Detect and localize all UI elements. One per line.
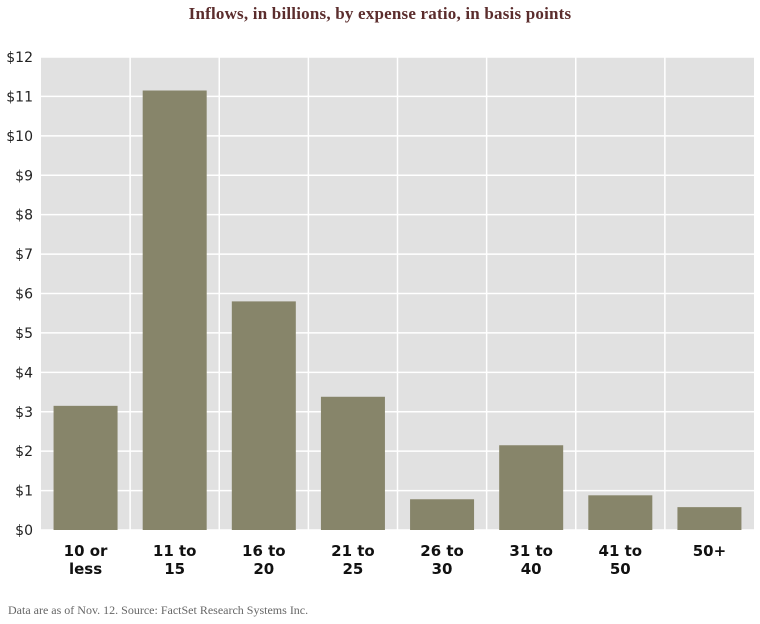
y-tick-label: $11 bbox=[6, 89, 33, 105]
footnote: Data are as of Nov. 12. Source: FactSet … bbox=[8, 603, 309, 617]
y-tick-label: $10 bbox=[6, 129, 33, 145]
y-tick-label: $2 bbox=[15, 444, 33, 460]
x-category-label: 16 to 20 bbox=[242, 542, 286, 578]
x-category-label: 50+ bbox=[693, 542, 726, 560]
x-category-label: 31 to 40 bbox=[509, 542, 553, 578]
y-tick-label: $9 bbox=[15, 168, 33, 184]
y-tick-label: $4 bbox=[15, 365, 33, 381]
y-tick-label: $8 bbox=[15, 208, 33, 224]
bar bbox=[320, 396, 385, 530]
x-category-label: 10 or less bbox=[64, 542, 108, 578]
x-axis-labels: 10 or less 11 to 15 16 to 20 21 to 25 26 to 30 31 … bbox=[64, 542, 727, 578]
bar bbox=[588, 495, 653, 530]
bar bbox=[677, 507, 742, 530]
x-category-label: 21 to 25 bbox=[331, 542, 375, 578]
y-tick-label: $0 bbox=[15, 523, 33, 539]
y-axis-ticks: $0 $1 $2 $3 $4 $5 $6 $7 $8 $9 $10 $11 $12 bbox=[6, 50, 33, 539]
bar bbox=[231, 301, 296, 530]
x-category-label: 41 to 50 bbox=[599, 542, 643, 578]
chart-title: Inflows, in billions, by expense ratio, … bbox=[188, 4, 572, 23]
bar bbox=[499, 445, 564, 530]
bar bbox=[53, 405, 118, 530]
y-tick-label: $6 bbox=[15, 287, 33, 303]
x-category-label: 26 to 30 bbox=[420, 542, 464, 578]
bar-chart: $0$1$2$3$4$5$6$7$8$9$10$11$12 10 or less1… bbox=[6, 50, 754, 578]
bars bbox=[53, 90, 742, 531]
x-category-label: 11 to 15 bbox=[153, 542, 197, 578]
y-tick-label: $3 bbox=[15, 405, 33, 421]
y-tick-label: $1 bbox=[15, 484, 33, 500]
y-tick-label: $5 bbox=[15, 326, 33, 342]
bar bbox=[410, 499, 475, 530]
y-tick-label: $12 bbox=[6, 50, 33, 66]
bar bbox=[142, 90, 207, 531]
y-tick-label: $7 bbox=[15, 247, 33, 263]
